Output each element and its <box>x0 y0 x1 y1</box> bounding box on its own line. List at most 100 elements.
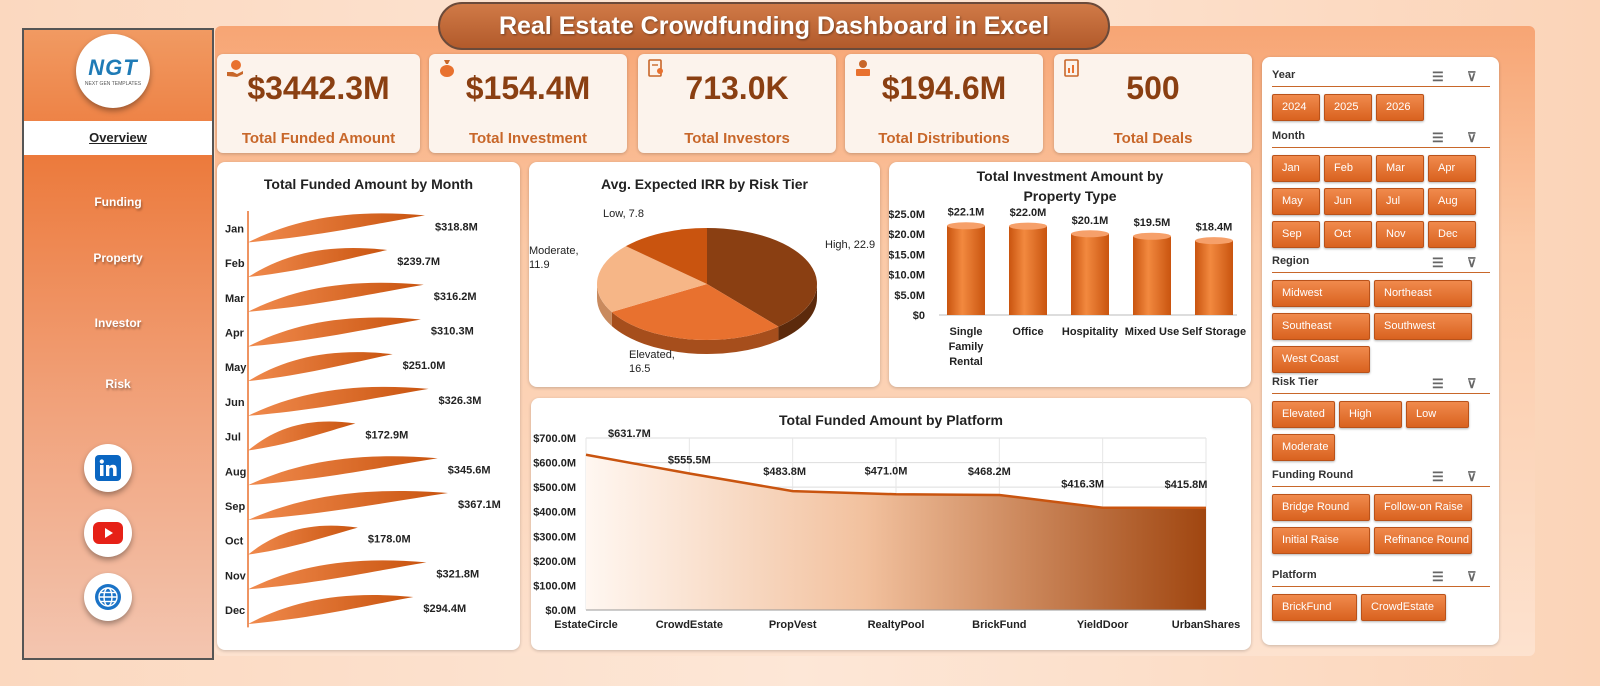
slicer-button[interactable]: Refinance Round <box>1374 527 1472 554</box>
tick-label: PropVest <box>769 619 817 631</box>
clear-filter-icon[interactable]: ⊽ <box>1467 376 1477 391</box>
slicer-button[interactable]: 2024 <box>1272 94 1320 121</box>
data-label: $555.5M <box>668 455 711 467</box>
globe-icon[interactable] <box>84 573 132 621</box>
linkedin-icon[interactable] <box>84 444 132 492</box>
multi-select-icon[interactable]: ☰ <box>1432 376 1444 391</box>
slicer-title: Year ☰ ⊽ <box>1272 69 1490 87</box>
bar-Aug <box>248 456 438 486</box>
data-label: $321.8M <box>436 568 479 580</box>
tick-label: $0.0M <box>545 605 576 617</box>
multi-select-icon[interactable]: ☰ <box>1432 569 1444 584</box>
nav-property[interactable]: Property <box>93 251 143 265</box>
slicer-title-text: Funding Round <box>1272 469 1354 481</box>
tick-label: Aug <box>225 466 246 478</box>
nav-funding[interactable]: Funding <box>94 195 142 209</box>
tick-label: CrowdEstate <box>656 619 723 631</box>
data-label: $318.8M <box>435 221 478 233</box>
tick-label: $15.0M <box>889 249 925 261</box>
slicer-button[interactable]: Southeast <box>1272 313 1370 340</box>
slicer-month: Month ☰ ⊽ Jan Feb Mar Apr May Jun Jul Aug Sep Oct Nov… <box>1272 130 1490 248</box>
slicer-button[interactable]: May <box>1272 188 1320 215</box>
slicer-button[interactable]: High <box>1339 401 1402 428</box>
clear-filter-icon[interactable]: ⊽ <box>1467 69 1477 84</box>
bar-Apr <box>248 317 421 347</box>
slicer-button[interactable]: Jan <box>1272 155 1320 182</box>
clipboard-user-icon <box>648 59 663 77</box>
kpi-value: 713.0K <box>685 70 789 106</box>
nav-risk[interactable]: Risk <box>105 377 131 391</box>
slice-side <box>778 284 817 341</box>
slicer-button[interactable]: Jun <box>1324 188 1372 215</box>
slicer-button[interactable]: 2026 <box>1376 94 1424 121</box>
slicer-button[interactable]: Dec <box>1428 221 1476 248</box>
slicer-button[interactable]: Aug <box>1428 188 1476 215</box>
tick-label: Family <box>949 341 985 353</box>
slicer-button[interactable]: Bridge Round <box>1272 494 1370 521</box>
kpi-value: $3442.3M <box>247 70 390 106</box>
slicer-title-text: Risk Tier <box>1272 376 1319 388</box>
bar-top <box>947 222 985 230</box>
multi-select-icon[interactable]: ☰ <box>1432 130 1444 145</box>
bar-4 <box>1195 240 1233 315</box>
chart-card-investment-by-property: Total Investment Amount by Property Type… <box>889 162 1251 387</box>
slicer-button[interactable]: Mar <box>1376 155 1424 182</box>
multi-select-icon[interactable]: ☰ <box>1432 255 1444 270</box>
bar-top <box>1133 232 1171 240</box>
slicer-button[interactable]: Southwest <box>1374 313 1472 340</box>
data-label: $22.1M <box>948 207 985 219</box>
nav-overview[interactable]: Overview <box>24 121 212 155</box>
slicer-year: Year ☰ ⊽ 2024 2025 2026 <box>1272 69 1490 121</box>
slicer-risk-tier: Risk Tier ☰ ⊽ Elevated High Low Moderate <box>1272 376 1490 461</box>
slicer-button[interactable]: Initial Raise <box>1272 527 1370 554</box>
chart-card-funded-by-month: Total Funded Amount by Month Jan $318.8M F… <box>217 162 520 650</box>
bar-May <box>248 352 393 382</box>
kpi-card-investors: 713.0K Total Investors <box>638 54 836 153</box>
tick-label: $300.0M <box>533 531 576 543</box>
tick-label: $100.0M <box>533 580 576 592</box>
slicer-title-text: Year <box>1272 69 1296 81</box>
slicer-button[interactable]: Midwest <box>1272 280 1370 307</box>
slicer-title: Region ☰ ⊽ <box>1272 255 1490 273</box>
slicer-button[interactable]: Apr <box>1428 155 1476 182</box>
multi-select-icon[interactable]: ☰ <box>1432 469 1444 484</box>
platform-chart: $0.0M $100.0M $200.0M $300.0M $400.0M $500.0M… <box>533 428 1240 631</box>
slicer-button[interactable]: Feb <box>1324 155 1372 182</box>
slicer-funding-round: Funding Round ☰ ⊽ Bridge Round Follow-on Rai… <box>1272 469 1490 554</box>
slicer-button[interactable]: Moderate <box>1272 434 1335 461</box>
bar-1 <box>1009 226 1047 315</box>
youtube-icon[interactable] <box>84 509 132 557</box>
area-line <box>585 453 1207 510</box>
tick-label: RealtyPool <box>868 619 925 631</box>
data-label: $316.2M <box>434 291 477 303</box>
multi-select-icon[interactable]: ☰ <box>1432 69 1444 84</box>
data-label: $19.5M <box>1134 217 1171 229</box>
clear-filter-icon[interactable]: ⊽ <box>1467 569 1477 584</box>
slicer-button[interactable]: Follow-on Raise <box>1374 494 1472 521</box>
clear-filter-icon[interactable]: ⊽ <box>1467 255 1477 270</box>
logo: NGT NEXT GEN TEMPLATES <box>76 34 150 108</box>
data-label: $326.3M <box>439 395 482 407</box>
slicer-button[interactable]: West Coast <box>1272 346 1370 373</box>
nav-investor[interactable]: Investor <box>94 316 142 330</box>
slicer-button[interactable]: Oct <box>1324 221 1372 248</box>
data-label: $310.3M <box>431 325 474 337</box>
slicer-button[interactable]: Northeast <box>1374 280 1472 307</box>
slicer-button[interactable]: Nov <box>1376 221 1424 248</box>
slicer-button[interactable]: Sep <box>1272 221 1320 248</box>
clear-filter-icon[interactable]: ⊽ <box>1467 130 1477 145</box>
slicer-button[interactable]: 2025 <box>1324 94 1372 121</box>
slicer-button[interactable]: BrickFund <box>1272 594 1357 621</box>
tick-label: UrbanShares <box>1172 619 1240 631</box>
slicer-button[interactable]: Low <box>1406 401 1469 428</box>
slicer-button[interactable]: Jul <box>1376 188 1424 215</box>
slicer-button[interactable]: Elevated <box>1272 401 1335 428</box>
slicer-button[interactable]: CrowdEstate <box>1361 594 1446 621</box>
data-label: Low, 7.8 <box>603 208 644 220</box>
money-hand-icon <box>227 60 243 77</box>
slicer-platform: Platform ☰ ⊽ BrickFund CrowdEstate <box>1272 569 1490 621</box>
tick-label: Self Storage <box>1182 326 1246 338</box>
bar-Mar <box>248 282 424 312</box>
clear-filter-icon[interactable]: ⊽ <box>1467 469 1477 484</box>
sidebar: NGT NEXT GEN TEMPLATES Overview Funding … <box>22 28 214 660</box>
